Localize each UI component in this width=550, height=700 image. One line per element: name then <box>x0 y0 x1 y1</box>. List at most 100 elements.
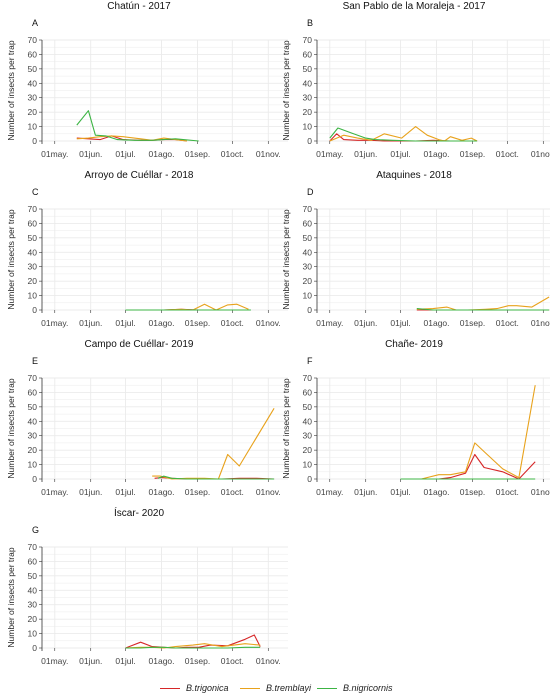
series-nigricornis <box>416 308 550 311</box>
x-tick-label: 01oct. <box>221 656 244 666</box>
y-tick-label: 60 <box>28 387 38 397</box>
x-tick-label: 01may. <box>316 149 343 159</box>
y-tick-label: 40 <box>28 416 38 426</box>
panel-g: 0 10 20 30 40 50 60 70 01may. 01jun. 01jul. 01ago. 0… <box>6 506 288 666</box>
panel-letter: A <box>32 18 38 28</box>
y-tick-label: 40 <box>28 247 38 257</box>
panel-d: 0 10 20 30 40 50 60 70 01may. 01jun. 01jul. 01ago. 0… <box>281 170 550 328</box>
y-axis-label: Number of insects per trap <box>281 378 291 478</box>
x-tick-label: 01jul. <box>115 318 135 328</box>
y-tick-label: 0 <box>32 474 37 484</box>
x-tick-label: 01jun. <box>79 487 102 497</box>
y-tick-label: 50 <box>28 233 38 243</box>
x-tick-label: 01sep. <box>185 318 211 328</box>
y-tick-label: 10 <box>28 460 38 470</box>
legend-label-tremblayi: B.tremblayi <box>266 683 312 693</box>
x-tick-label: 01jul. <box>115 656 135 666</box>
y-tick-label: 60 <box>303 49 313 59</box>
x-tick-label: 01jun. <box>79 149 102 159</box>
panel-title: Chatún - 2017 <box>107 1 171 12</box>
y-tick-label: 20 <box>28 276 38 286</box>
x-tick-label: 01sep. <box>460 149 486 159</box>
y-tick-label: 60 <box>28 49 38 59</box>
x-tick-label: 01may. <box>316 318 343 328</box>
series-nigricornis <box>157 475 275 480</box>
y-tick-label: 60 <box>303 387 313 397</box>
y-tick-label: 30 <box>28 93 38 103</box>
x-tick-label: 01oct. <box>496 487 519 497</box>
x-tick-label: 01ago. <box>149 656 175 666</box>
y-tick-label: 50 <box>303 64 313 74</box>
gridlines <box>42 377 288 480</box>
panel-title: San Pablo de la Moraleja - 2017 <box>343 1 486 12</box>
y-tick-label: 20 <box>28 107 38 117</box>
y-axis-label: Number of insects per trap <box>281 40 291 140</box>
x-tick-label: 01oct. <box>221 318 244 328</box>
legend-swatch-tremblayi <box>240 687 260 689</box>
y-tick-label: 50 <box>303 402 313 412</box>
x-tick-label: 01jun. <box>354 149 377 159</box>
x-tick-label: 01jul. <box>390 149 410 159</box>
y-axis-label: Number of insects per trap <box>6 209 16 309</box>
y-tick-label: 30 <box>28 600 38 610</box>
legend-swatch-trigonica <box>160 687 180 689</box>
y-tick-label: 30 <box>303 93 313 103</box>
series-tremblayi <box>400 385 536 480</box>
y-tick-label: 70 <box>28 35 38 45</box>
y-tick-label: 30 <box>28 431 38 441</box>
series-tremblayi <box>416 296 550 311</box>
y-axis-label: Number of insects per trap <box>6 378 16 478</box>
panel-title: Íscar- 2020 <box>114 506 164 519</box>
y-tick-label: 50 <box>303 233 313 243</box>
x-tick-label: 01sep. <box>185 656 211 666</box>
legend-item-trigonica: B.trigonica <box>160 683 229 693</box>
panel-title: Ataquines - 2018 <box>376 170 452 181</box>
x-tick-label: 01ago. <box>149 318 175 328</box>
y-tick-label: 0 <box>307 136 312 146</box>
x-tick-label: 01jun. <box>79 656 102 666</box>
panel-letter: G <box>32 525 39 535</box>
x-tick-label: 01oct. <box>221 149 244 159</box>
y-axis-label: Number of insects per trap <box>6 547 16 647</box>
panel-e: 0 10 20 30 40 50 60 70 01may. 01jun. 01jul. 01ago. 0… <box>6 339 288 497</box>
y-tick-label: 20 <box>28 445 38 455</box>
y-tick-label: 40 <box>28 585 38 595</box>
y-tick-label: 30 <box>303 262 313 272</box>
y-tick-label: 20 <box>303 276 313 286</box>
y-tick-label: 70 <box>28 542 38 552</box>
y-tick-label: 70 <box>28 373 38 383</box>
x-tick-label: 01jul. <box>115 487 135 497</box>
panel-b: 0 10 20 30 40 50 60 70 01may. 01jun. 01jul. 01ago. 0… <box>281 1 550 159</box>
y-axis-label: Number of insects per trap <box>281 209 291 309</box>
x-tick-label: 01jun. <box>79 318 102 328</box>
y-tick-label: 70 <box>303 35 313 45</box>
panel-letter: D <box>307 187 314 197</box>
y-tick-label: 40 <box>28 78 38 88</box>
series-tremblayi <box>125 303 249 311</box>
x-tick-label: 01oct. <box>496 318 519 328</box>
panel-f: 0 10 20 30 40 50 60 70 01may. 01jun. 01jul. 01ago. 0… <box>281 339 550 497</box>
x-tick-label: 01nov. <box>531 487 550 497</box>
legend: B.trigonica B.tremblayi B.nigricornis <box>0 683 550 697</box>
x-tick-label: 01jul. <box>115 149 135 159</box>
series-tremblayi <box>329 126 478 142</box>
x-tick-label: 01sep. <box>460 318 486 328</box>
gridlines <box>42 208 288 311</box>
y-tick-label: 60 <box>28 556 38 566</box>
x-tick-label: 01nov. <box>256 656 281 666</box>
x-tick-label: 01nov. <box>256 487 281 497</box>
y-tick-label: 50 <box>28 571 38 581</box>
y-tick-label: 30 <box>303 431 313 441</box>
y-tick-label: 0 <box>32 643 37 653</box>
y-tick-label: 10 <box>303 460 313 470</box>
gridlines <box>317 377 550 480</box>
panel-title: Campo de Cuéllar- 2019 <box>85 339 194 350</box>
x-tick-label: 01may. <box>41 318 68 328</box>
panel-title: Chañe- 2019 <box>385 339 443 350</box>
x-tick-label: 01may. <box>41 656 68 666</box>
legend-item-tremblayi: B.tremblayi <box>240 683 311 693</box>
y-tick-label: 0 <box>32 305 37 315</box>
x-tick-label: 01ago. <box>424 318 450 328</box>
gridlines <box>42 39 288 142</box>
